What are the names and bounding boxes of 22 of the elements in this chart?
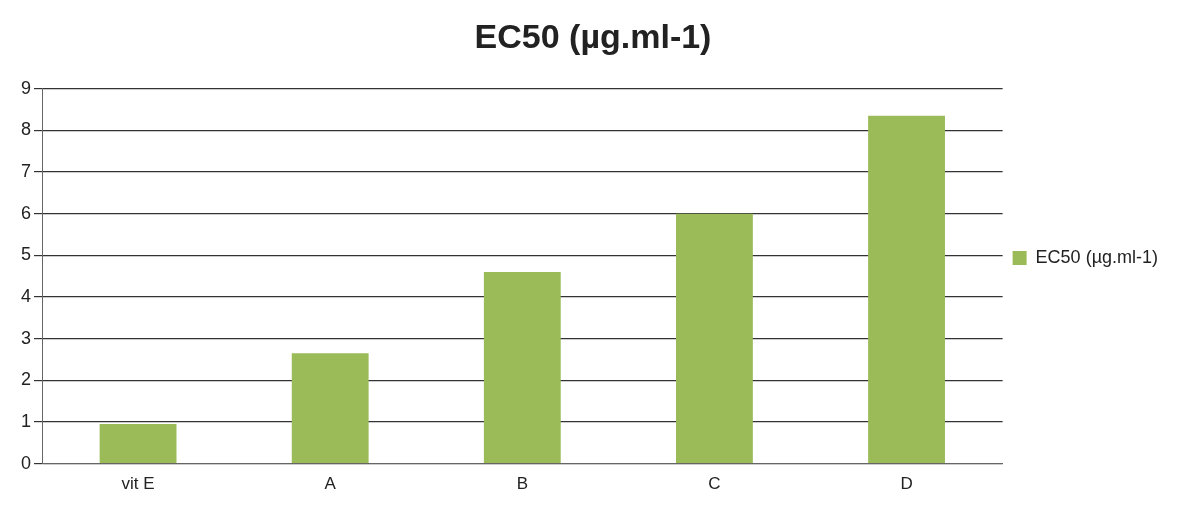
chart-title: EC50 (µg.ml-1): [474, 16, 712, 55]
x-tick-label: B: [516, 474, 528, 494]
y-tick-label: 5: [21, 244, 32, 265]
legend-label: EC50 (µg.ml-1): [1035, 246, 1159, 267]
y-tick-label: 0: [21, 452, 32, 473]
y-tick-label: 9: [21, 77, 32, 98]
y-tick-label: 3: [21, 327, 32, 348]
x-tick-label: vit E: [121, 474, 155, 494]
bar: [868, 115, 945, 463]
x-tick-label: C: [708, 474, 721, 494]
y-tick-label: 8: [21, 119, 32, 140]
x-tick-label: D: [900, 474, 913, 494]
y-tick-label: 2: [21, 369, 32, 390]
y-tick-label: 7: [21, 161, 32, 182]
bar: [483, 272, 561, 463]
y-tick-label: 1: [21, 410, 32, 431]
bar: [676, 213, 753, 463]
bar: [99, 424, 177, 463]
x-tick-label: A: [324, 474, 337, 494]
y-tick-label: 6: [21, 202, 32, 223]
bar: [291, 353, 369, 463]
y-tick-label: 4: [21, 285, 32, 306]
